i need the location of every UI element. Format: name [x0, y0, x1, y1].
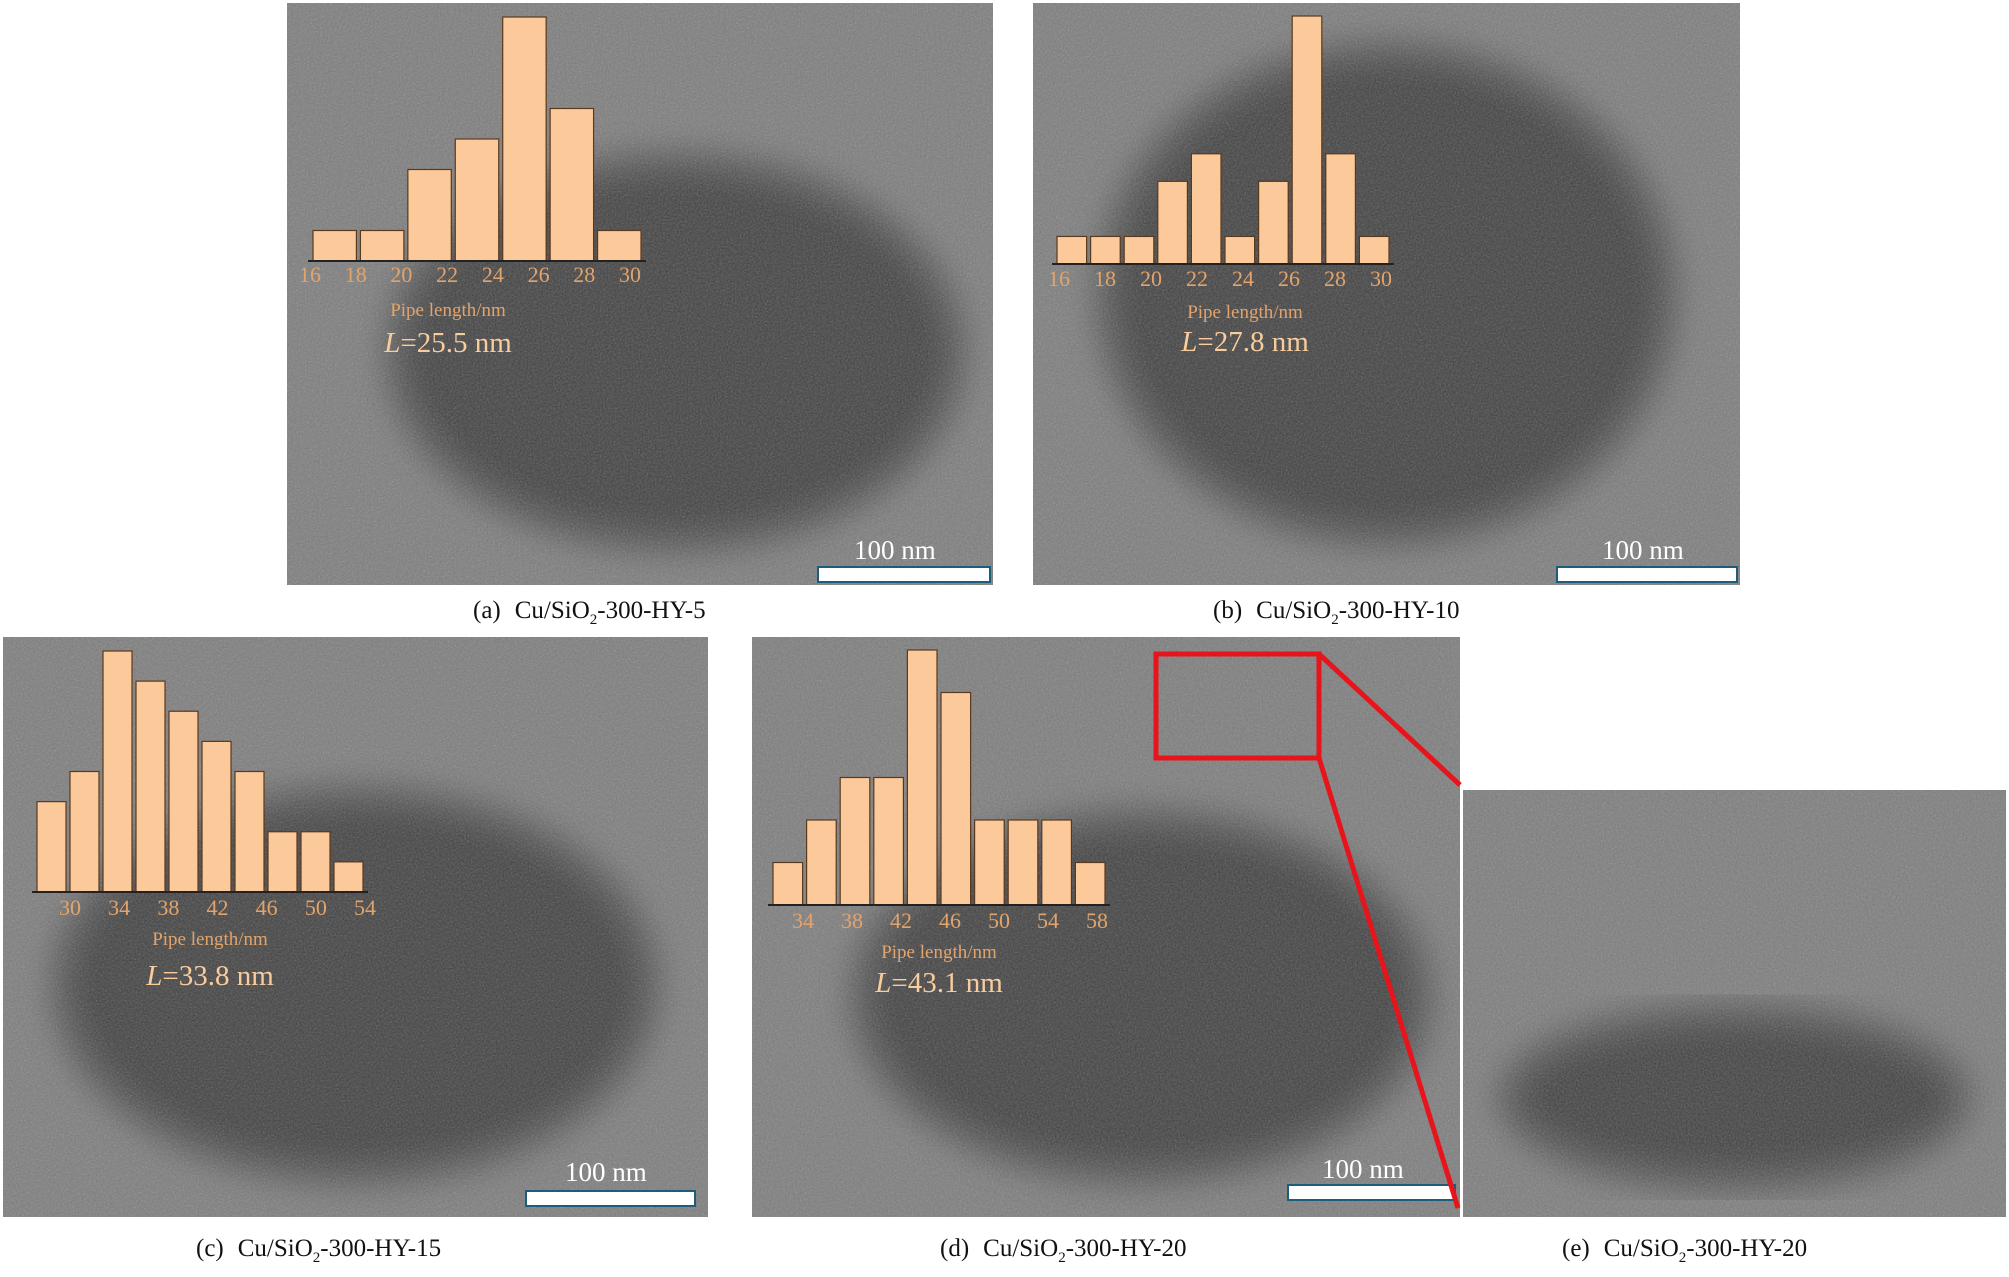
caption-e: (e) Cu/SiO2-300-HY-20 — [1562, 1235, 1807, 1267]
caption-sample: -300-HY-20 — [1065, 1235, 1187, 1262]
scale-bar-label-d: 100 nm — [1322, 1154, 1404, 1184]
caption-formula: Cu/SiO — [1603, 1235, 1679, 1262]
caption-d: (d) Cu/SiO2-300-HY-20 — [940, 1235, 1187, 1267]
tem-image-b — [1033, 3, 1740, 585]
tem-image-c — [3, 637, 708, 1217]
tem-micrograph-texture — [752, 637, 1460, 1217]
tem-image-e — [1463, 790, 2006, 1217]
caption-label: (c) — [196, 1235, 224, 1262]
scale-bar-label-a: 100 nm — [854, 535, 936, 565]
caption-label: (a) — [473, 597, 501, 624]
caption-subscript: 2 — [312, 1250, 321, 1266]
scale-bar-a — [817, 566, 991, 583]
tem-image-a — [287, 3, 993, 585]
tem-image-d — [752, 637, 1460, 1217]
caption-subscript: 2 — [1678, 1250, 1687, 1266]
caption-formula: Cu/SiO — [514, 597, 590, 624]
caption-sample: -300-HY-5 — [597, 597, 706, 624]
caption-a: (a) Cu/SiO2-300-HY-5 — [473, 597, 706, 629]
caption-formula: Cu/SiO — [1256, 597, 1332, 624]
caption-subscript: 2 — [589, 612, 598, 628]
caption-sample: -300-HY-10 — [1338, 597, 1460, 624]
caption-subscript: 2 — [1331, 612, 1339, 628]
caption-label: (e) — [1562, 1235, 1590, 1262]
scale-bar-label-c: 100 nm — [565, 1157, 647, 1187]
caption-sample: -300-HY-20 — [1686, 1235, 1808, 1262]
tem-micrograph-texture — [1033, 3, 1740, 585]
caption-formula: Cu/SiO — [983, 1235, 1059, 1262]
scale-bar-d — [1287, 1184, 1456, 1201]
tem-micrograph-texture — [3, 637, 708, 1217]
caption-b: (b) Cu/SiO2-300-HY-10 — [1213, 597, 1460, 629]
tem-micrograph-texture — [1463, 790, 2006, 1217]
scale-bar-c — [525, 1190, 696, 1207]
tem-micrograph-texture — [287, 3, 993, 585]
caption-c: (c) Cu/SiO2-300-HY-15 — [196, 1235, 441, 1267]
scale-bar-b — [1556, 566, 1738, 583]
scale-bar-label-b: 100 nm — [1602, 535, 1684, 565]
caption-label: (b) — [1213, 597, 1243, 624]
caption-label: (d) — [940, 1235, 970, 1262]
caption-formula: Cu/SiO — [237, 1235, 313, 1262]
caption-subscript: 2 — [1058, 1250, 1066, 1266]
caption-sample: -300-HY-15 — [320, 1235, 442, 1262]
